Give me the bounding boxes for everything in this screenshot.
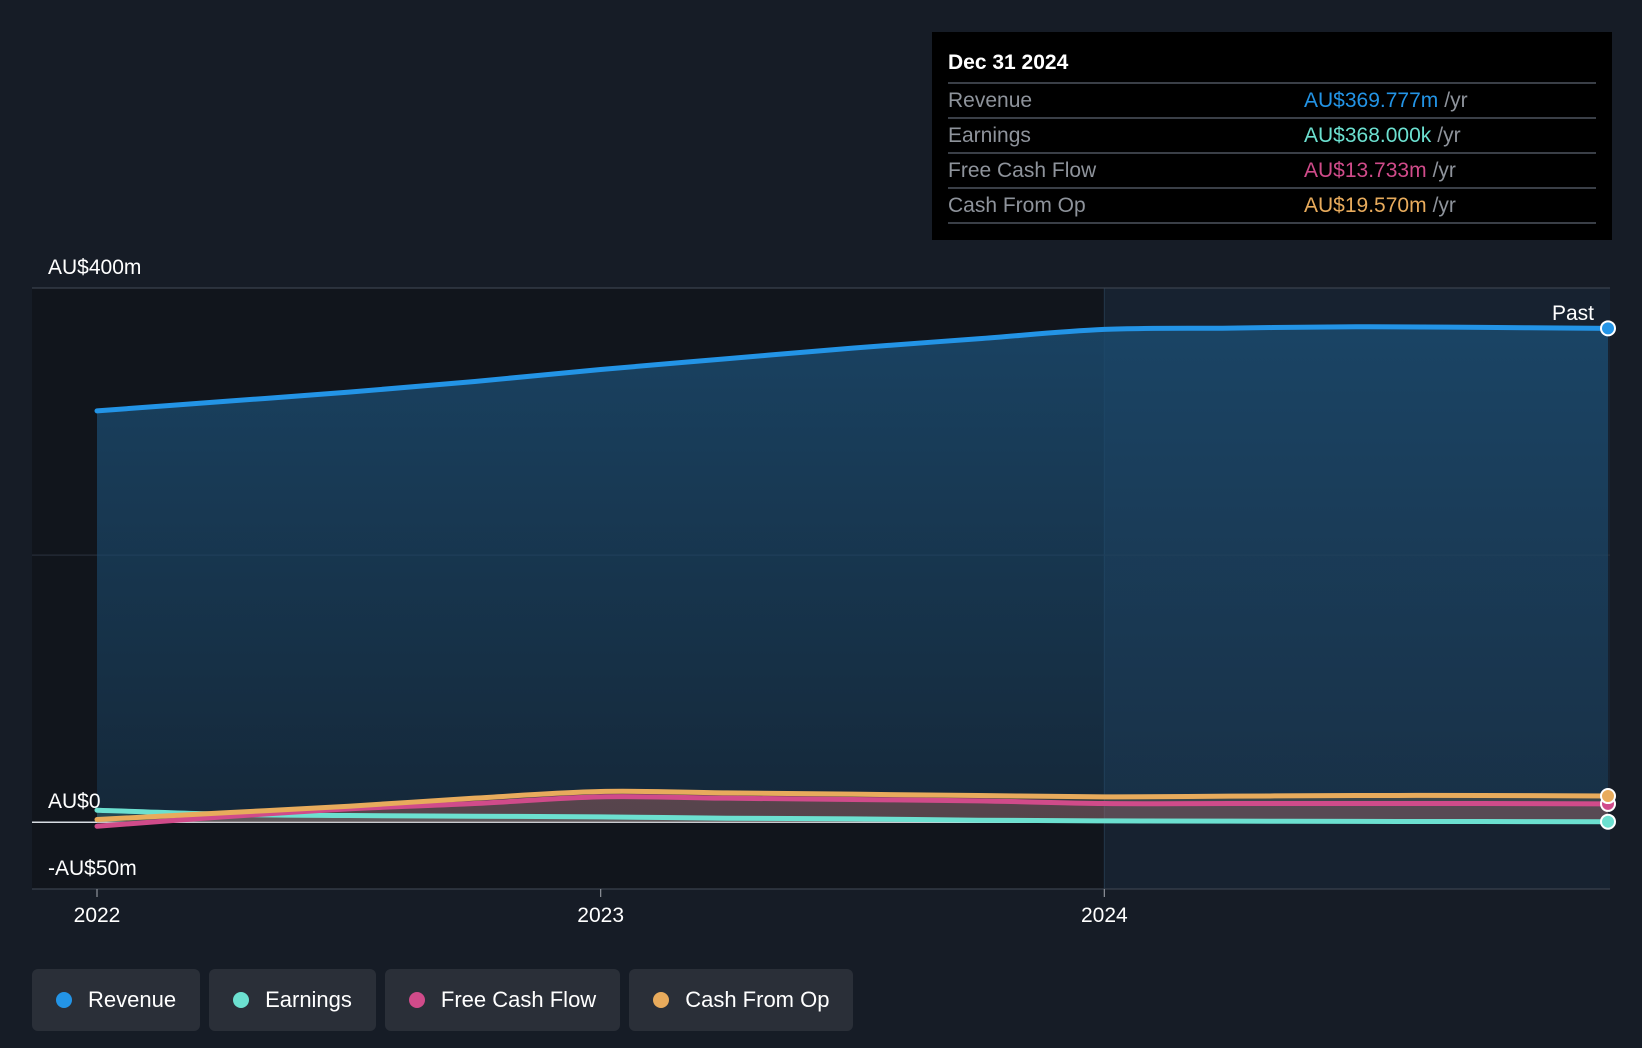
legend: Revenue Earnings Free Cash Flow Cash Fro… [32,969,854,1031]
legend-label: Cash From Op [685,987,830,1012]
tooltip-label: Cash From Op [948,194,1086,217]
legend-dot-icon [233,992,250,1008]
earnings-area [97,810,1608,823]
x-tick-label: 2022 [74,904,121,927]
y-tick-label: AU$400m [48,256,141,279]
tooltip-label: Free Cash Flow [948,159,1097,182]
tooltip-unit: /yr [1437,124,1461,147]
revenue-line [94,324,1611,414]
past-label: Past [1552,302,1594,325]
tooltip-value: AU$19.570m [1304,194,1427,217]
legend-item-earnings[interactable]: Earnings [209,969,376,1031]
tooltip-row-revenue: Revenue AU$369.777m/yr [948,82,1596,117]
chart: AU$400m AU$0 -AU$50m 2022 2023 2024 Past [32,256,1616,927]
earnings-end-point [1600,813,1616,830]
x-tick-label: 2023 [577,904,624,927]
legend-dot-icon [56,992,72,1008]
tooltip-row-cash-from-op: Cash From Op AU$19.570m/yr [948,187,1596,224]
earnings-line [94,807,1611,825]
x-tick-label: 2024 [1081,904,1128,927]
free-cash-flow-line [94,794,1611,829]
y-tick-label: -AU$50m [48,857,137,880]
revenue-area [97,326,1608,823]
legend-item-revenue[interactable]: Revenue [32,969,201,1031]
revenue-end-point [1600,320,1616,337]
tooltip-value: AU$369.777m [1304,89,1439,112]
tooltip-label: Revenue [948,89,1033,112]
legend-item-cash-from-op[interactable]: Cash From Op [629,969,854,1031]
legend-dot-icon [653,992,670,1008]
tooltip-unit: /yr [1444,89,1468,112]
tooltip-value: AU$13.733m [1304,159,1427,182]
legend-item-free-cash-flow[interactable]: Free Cash Flow [384,969,621,1031]
tooltip: Dec 31 2024 Revenue AU$369.777m/yr Earni… [932,32,1612,240]
tooltip-value: AU$368.000k [1304,124,1432,147]
legend-dot-icon [408,992,425,1008]
legend-label: Free Cash Flow [440,987,597,1012]
tooltip-date: Dec 31 2024 [948,51,1069,74]
y-tick-label: AU$0 [48,790,101,813]
tooltip-unit: /yr [1432,194,1456,217]
tooltip-label: Earnings [948,124,1031,147]
legend-label: Earnings [265,987,352,1012]
cash-from-op-end-point [1600,788,1616,805]
legend-label: Revenue [88,987,177,1012]
tooltip-row-free-cash-flow: Free Cash Flow AU$13.733m/yr [948,152,1596,187]
tooltip-row-earnings: Earnings AU$368.000k/yr [948,117,1596,152]
tooltip-unit: /yr [1432,159,1456,182]
cash-from-op-line [94,788,1611,823]
